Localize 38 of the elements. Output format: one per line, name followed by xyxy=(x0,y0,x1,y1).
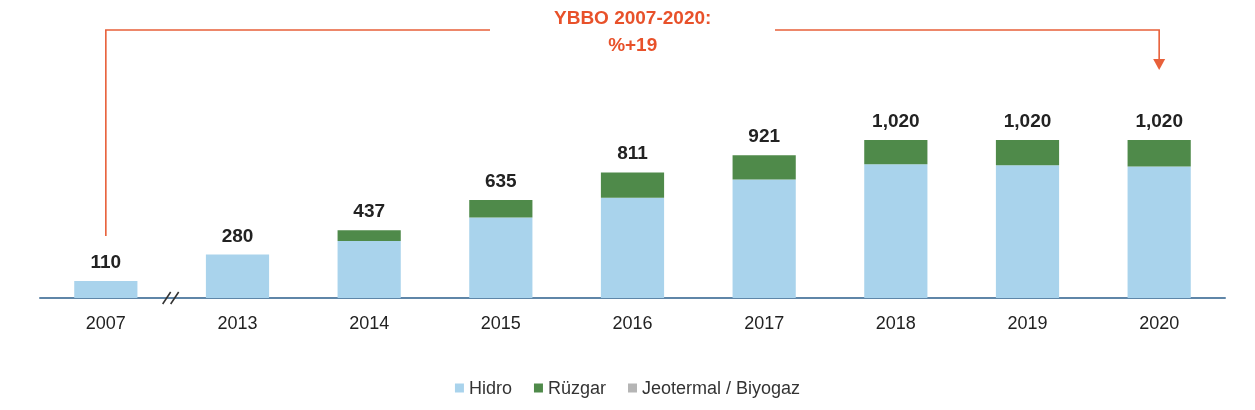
bar xyxy=(205,254,270,298)
bar xyxy=(469,217,533,298)
x-tick-label: 2020 xyxy=(1139,313,1180,333)
bar xyxy=(1127,140,1191,167)
x-tick-label: 2015 xyxy=(480,313,521,333)
bar xyxy=(337,241,401,298)
x-tick-label: 2017 xyxy=(744,313,785,333)
annotation: 1,020 xyxy=(872,110,920,131)
x-tick-label: 2014 xyxy=(349,313,390,333)
x-tick-label: 2007 xyxy=(85,313,126,333)
x-tick-label: 2018 xyxy=(875,313,916,333)
legend-label: Hidro xyxy=(468,378,512,398)
text: YBBO 2007-2020: %+19 xyxy=(554,6,712,57)
x-tick-label: 2016 xyxy=(612,313,653,333)
bar xyxy=(600,172,665,198)
bar xyxy=(1127,166,1191,298)
bar xyxy=(864,164,928,298)
annotation: 1,020 xyxy=(1135,110,1183,131)
x-tick-label: 2013 xyxy=(217,313,258,333)
legend-label: Jeotermal / Biyogaz xyxy=(641,378,801,398)
bar xyxy=(864,140,928,165)
annotation: 811 xyxy=(617,142,649,164)
bar xyxy=(337,230,401,242)
bar xyxy=(469,199,533,218)
bar xyxy=(600,197,665,298)
annotation: 110 xyxy=(90,250,122,272)
annotation: 437 xyxy=(353,200,386,222)
legend-label: Rüzgar xyxy=(547,378,606,398)
bar xyxy=(732,179,796,298)
bar xyxy=(995,165,1060,298)
annotation: 1,020 xyxy=(1003,110,1052,131)
annotation: 921 xyxy=(748,125,781,147)
bar xyxy=(995,140,1060,166)
annotation: 635 xyxy=(484,169,518,191)
annotation: 280 xyxy=(221,224,254,246)
bar xyxy=(732,155,796,180)
bar xyxy=(74,280,138,298)
x-tick-label: 2019 xyxy=(1007,313,1048,333)
